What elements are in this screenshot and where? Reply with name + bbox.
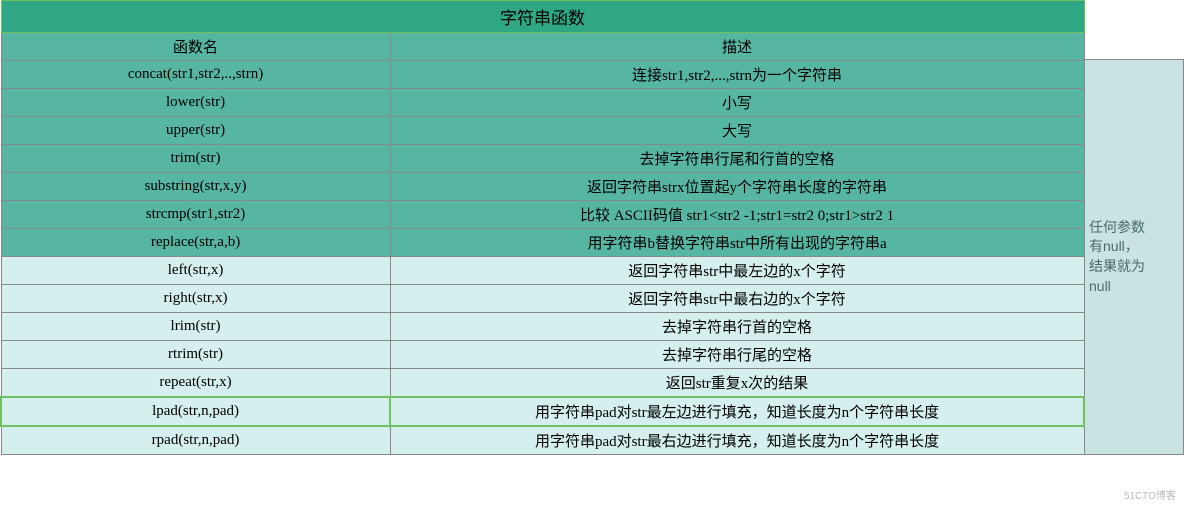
func-cell: lower(str) bbox=[1, 89, 390, 117]
side-note-line: 结果就为 bbox=[1089, 257, 1179, 277]
table-row: concat(str1,str2,..,strn)连接str1,str2,...… bbox=[1, 61, 1084, 89]
desc-cell: 去掉字符串行尾和行首的空格 bbox=[390, 145, 1084, 173]
func-cell: lrim(str) bbox=[1, 313, 390, 341]
table-row: rtrim(str)去掉字符串行尾的空格 bbox=[1, 341, 1084, 369]
side-note-line: null bbox=[1089, 277, 1179, 297]
desc-cell: 去掉字符串行尾的空格 bbox=[390, 341, 1084, 369]
func-cell: right(str,x) bbox=[1, 285, 390, 313]
func-cell: strcmp(str1,str2) bbox=[1, 201, 390, 229]
table-title: 字符串函数 bbox=[1, 1, 1084, 33]
table-row: left(str,x)返回字符串str中最左边的x个字符 bbox=[1, 257, 1084, 285]
title-row: 字符串函数 bbox=[1, 1, 1084, 33]
table-row: repeat(str,x)返回str重复x次的结果 bbox=[1, 369, 1084, 398]
desc-cell: 比较 ASCII码值 str1<str2 -1;str1=str2 0;str1… bbox=[390, 201, 1084, 229]
func-cell: concat(str1,str2,..,strn) bbox=[1, 61, 390, 89]
desc-cell: 返回字符串str中最右边的x个字符 bbox=[390, 285, 1084, 313]
table-row: substring(str,x,y)返回字符串strx位置起y个字符串长度的字符… bbox=[1, 173, 1084, 201]
table-row: strcmp(str1,str2)比较 ASCII码值 str1<str2 -1… bbox=[1, 201, 1084, 229]
table-row: replace(str,a,b)用字符串b替换字符串str中所有出现的字符串a bbox=[1, 229, 1084, 257]
desc-cell: 连接str1,str2,...,strn为一个字符串 bbox=[390, 61, 1084, 89]
func-cell: repeat(str,x) bbox=[1, 369, 390, 398]
desc-cell: 用字符串pad对str最右边进行填充，知道长度为n个字符串长度 bbox=[390, 426, 1084, 455]
string-functions-table: 字符串函数 函数名 描述 concat(str1,str2,..,strn)连接… bbox=[0, 0, 1085, 455]
func-cell: upper(str) bbox=[1, 117, 390, 145]
side-note-line: 有null， bbox=[1089, 237, 1179, 257]
func-cell: substring(str,x,y) bbox=[1, 173, 390, 201]
desc-cell: 返回字符串str中最左边的x个字符 bbox=[390, 257, 1084, 285]
func-cell: trim(str) bbox=[1, 145, 390, 173]
desc-cell: 返回字符串strx位置起y个字符串长度的字符串 bbox=[390, 173, 1084, 201]
desc-cell: 用字符串pad对str最左边进行填充，知道长度为n个字符串长度 bbox=[390, 397, 1084, 426]
watermark: 51CTO博客 bbox=[1124, 487, 1176, 502]
header-row: 函数名 描述 bbox=[1, 33, 1084, 61]
desc-cell: 返回str重复x次的结果 bbox=[390, 369, 1084, 398]
table-row: right(str,x)返回字符串str中最右边的x个字符 bbox=[1, 285, 1084, 313]
func-cell: lpad(str,n,pad) bbox=[1, 397, 390, 426]
table-row: rpad(str,n,pad)用字符串pad对str最右边进行填充，知道长度为n… bbox=[1, 426, 1084, 455]
table-wrapper: 字符串函数 函数名 描述 concat(str1,str2,..,strn)连接… bbox=[0, 0, 1184, 455]
side-note: 任何参数 有null， 结果就为 null bbox=[1085, 59, 1184, 455]
table-row: lower(str)小写 bbox=[1, 89, 1084, 117]
table-row: trim(str)去掉字符串行尾和行首的空格 bbox=[1, 145, 1084, 173]
table-row: lrim(str)去掉字符串行首的空格 bbox=[1, 313, 1084, 341]
header-func: 函数名 bbox=[1, 33, 390, 61]
func-cell: rpad(str,n,pad) bbox=[1, 426, 390, 455]
func-cell: rtrim(str) bbox=[1, 341, 390, 369]
func-cell: replace(str,a,b) bbox=[1, 229, 390, 257]
table-row: upper(str)大写 bbox=[1, 117, 1084, 145]
table-row: lpad(str,n,pad)用字符串pad对str最左边进行填充，知道长度为n… bbox=[1, 397, 1084, 426]
desc-cell: 大写 bbox=[390, 117, 1084, 145]
desc-cell: 用字符串b替换字符串str中所有出现的字符串a bbox=[390, 229, 1084, 257]
desc-cell: 小写 bbox=[390, 89, 1084, 117]
desc-cell: 去掉字符串行首的空格 bbox=[390, 313, 1084, 341]
header-desc: 描述 bbox=[390, 33, 1084, 61]
side-note-line: 任何参数 bbox=[1089, 218, 1179, 238]
func-cell: left(str,x) bbox=[1, 257, 390, 285]
